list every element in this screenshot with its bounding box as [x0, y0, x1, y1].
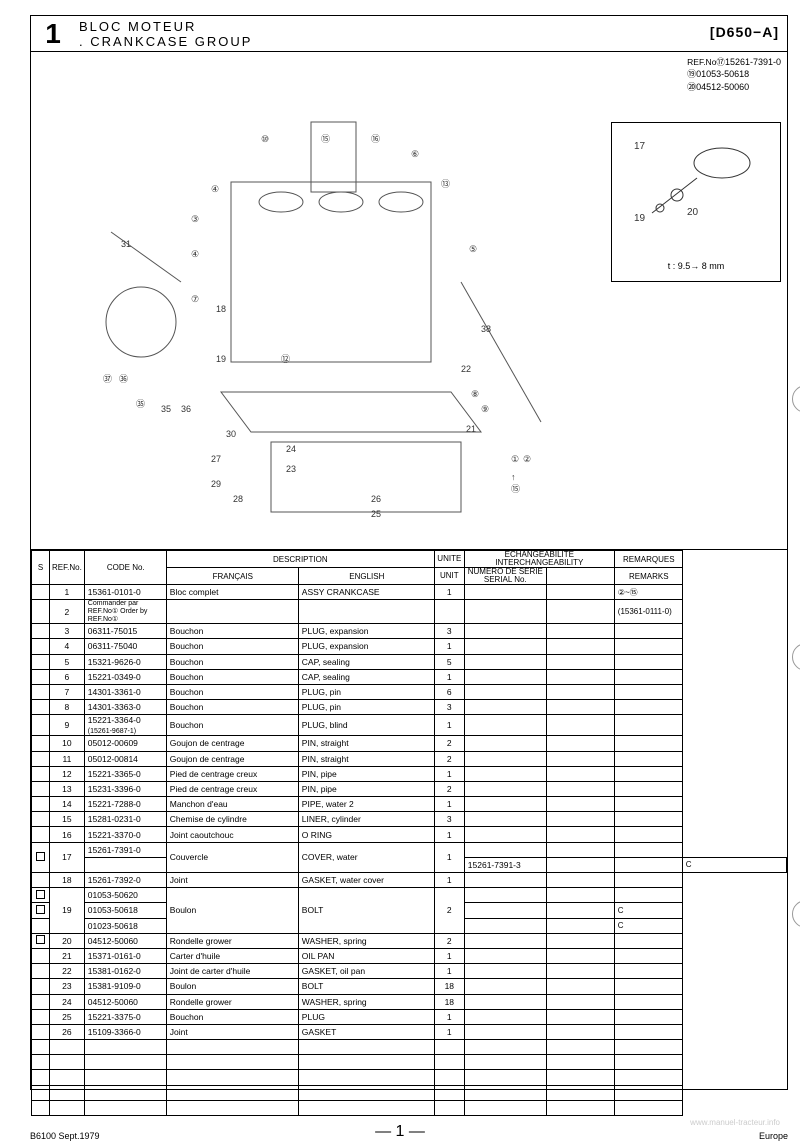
- svg-text:23: 23: [286, 464, 296, 474]
- svg-text:30: 30: [226, 429, 236, 439]
- ref-l3: ⑳04512-50060: [687, 82, 749, 92]
- svg-text:⑤: ⑤: [469, 244, 477, 254]
- detail-inset: 17 19 20 t : 9.5→ 8 mm: [611, 122, 781, 282]
- th-fr: FRANÇAIS: [166, 568, 298, 585]
- table-row: 1901053-50620BoulonBOLT2: [32, 888, 787, 903]
- svg-text:④: ④: [211, 184, 219, 194]
- callout-20: 20: [687, 207, 699, 218]
- callout-19: 19: [634, 213, 646, 224]
- table-row: 2215381-0162-0Joint de carter d'huileGAS…: [32, 964, 787, 979]
- table-row: 1315231-3396-0Pied de centrage creuxPIN,…: [32, 781, 787, 796]
- svg-text:38: 38: [481, 324, 491, 334]
- title-fr: BLOC MOTEUR: [79, 19, 710, 34]
- page-header: 1 BLOC MOTEUR . CRANKCASE GROUP [D650−A]: [31, 16, 787, 52]
- table-row: 115361-0101-0Bloc completASSY CRANKCASE1…: [32, 585, 787, 600]
- th-rem-top: REMARQUES: [614, 551, 682, 568]
- svg-text:35: 35: [161, 404, 171, 414]
- table-row: 2115371-0161-0Carter d'huileOIL PAN1: [32, 948, 787, 963]
- th-ech: ECHANGEABILITEINTERCHANGEABILITY: [464, 551, 614, 568]
- table-row: 1215221-3365-0Pied de centrage creuxPIN,…: [32, 766, 787, 781]
- svg-text:⑧: ⑧: [471, 389, 479, 399]
- svg-text:25: 25: [371, 509, 381, 519]
- svg-text:22: 22: [461, 364, 471, 374]
- callout-17: 17: [634, 141, 646, 152]
- svg-text:36: 36: [181, 404, 191, 414]
- watermark: www.manuel-tracteur.info: [690, 1118, 780, 1127]
- engine-diagram: ⑩ ⑮ ⑯ ⑥ ⑬ ④ ③ ④ ⑤ 31 ⑦ 18 38 ㊲㊱ 22 ㉟ 35 36 ⑧⑨ 21 30…: [61, 82, 581, 522]
- svg-text:③: ③: [191, 214, 199, 224]
- svg-text:24: 24: [286, 444, 296, 454]
- title-en: . CRANKCASE GROUP: [79, 34, 710, 49]
- svg-text:㊲: ㊲: [103, 374, 112, 384]
- table-row: 2404512-50060Rondelle growerWASHER, spri…: [32, 994, 787, 1009]
- svg-text:18: 18: [216, 304, 226, 314]
- table-row: 406311-75040BouchonPLUG, expansion1: [32, 639, 787, 654]
- ref-l1: 15261-7391-0: [725, 57, 781, 67]
- svg-text:⑩: ⑩: [261, 134, 269, 144]
- svg-text:28: 28: [233, 494, 243, 504]
- svg-text:↑: ↑: [511, 472, 516, 482]
- parts-table: S REF.No. CODE No. DESCRIPTION UNITE ECH…: [31, 550, 787, 1116]
- ref-number-box: REF.No⑰15261-7391-0 ⑲01053-50618 ⑳04512-…: [687, 56, 781, 93]
- th-unit-bot: UNIT: [434, 568, 464, 585]
- svg-text:⑥: ⑥: [411, 149, 419, 159]
- ref-label: REF.No⑰: [687, 57, 725, 67]
- table-row: 2615109-3366-0JointGASKET1: [32, 1024, 787, 1039]
- table-row: 2315381-9109-0BoulonBOLT18: [32, 979, 787, 994]
- svg-text:⑮: ⑮: [321, 134, 330, 144]
- table-row: 915221-3364-0(15261-9687-1)BouchonPLUG, …: [32, 715, 787, 736]
- svg-text:⑦: ⑦: [191, 294, 199, 304]
- svg-text:21: 21: [466, 424, 476, 434]
- th-desc: DESCRIPTION: [166, 551, 434, 568]
- svg-text:27: 27: [211, 454, 221, 464]
- svg-text:①: ①: [511, 454, 519, 464]
- th-en: ENGLISH: [298, 568, 434, 585]
- th-s: S: [32, 551, 50, 585]
- table-row: 714301-3361-0BouchonPLUG, pin6: [32, 684, 787, 699]
- table-row: 2004512-50060Rondelle growerWASHER, spri…: [32, 933, 787, 948]
- exploded-diagram-area: ⑩ ⑮ ⑯ ⑥ ⑬ ④ ③ ④ ⑤ 31 ⑦ 18 38 ㊲㊱ 22 ㉟ 35 36 ⑧⑨ 21 30…: [31, 52, 787, 550]
- table-row: 1415221-7288-0Manchon d'eauPIPE, water 2…: [32, 797, 787, 812]
- table-row: 1615221-3370-0Joint caoutchoucO RING1: [32, 827, 787, 842]
- table-row: 1715261-7391-0CouvercleCOVER, water1: [32, 842, 787, 857]
- model-code: [D650−A]: [710, 16, 787, 51]
- table-row: 515321-9626-0BouchonCAP, sealing5: [32, 654, 787, 669]
- table-row: 1815261-7392-0JointGASKET, water cover1: [32, 873, 787, 888]
- table-row: 814301-3363-0BouchonPLUG, pin3: [32, 700, 787, 715]
- th-code: CODE No.: [84, 551, 166, 585]
- table-row: 1515281-0231-0Chemise de cylindreLINER, …: [32, 812, 787, 827]
- svg-text:⑫: ⑫: [281, 354, 290, 364]
- table-row: 615221-0349-0BouchonCAP, sealing1: [32, 669, 787, 684]
- svg-text:26: 26: [371, 494, 381, 504]
- svg-text:⑬: ⑬: [441, 179, 450, 189]
- svg-text:⑮: ⑮: [511, 484, 520, 494]
- th-rem-bot: REMARKS: [614, 568, 682, 585]
- th-unit-top: UNITE: [434, 551, 464, 568]
- th-ref: REF.No.: [50, 551, 85, 585]
- thickness-note: t : 9.5→ 8 mm: [612, 261, 780, 271]
- section-number: 1: [31, 16, 75, 51]
- svg-text:31: 31: [121, 239, 131, 249]
- svg-text:29: 29: [211, 479, 221, 489]
- section-titles: BLOC MOTEUR . CRANKCASE GROUP: [75, 16, 710, 51]
- th-ser: NUMERO DE SERIESERIAL No.: [464, 568, 546, 585]
- svg-text:④: ④: [191, 249, 199, 259]
- table-row: 306311-75015BouchonPLUG, expansion3: [32, 624, 787, 639]
- table-row: 2Commander par REF.No① Order by REF.No①(…: [32, 600, 787, 624]
- table-row: 2515221-3375-0BouchonPLUG1: [32, 1009, 787, 1024]
- svg-text:⑨: ⑨: [481, 404, 489, 414]
- table-row: 1105012-00814Goujon de centragePIN, stra…: [32, 751, 787, 766]
- svg-text:19: 19: [216, 354, 226, 364]
- page-number: — 1 —: [0, 1123, 800, 1141]
- table-row: 1005012-00609Goujon de centragePIN, stra…: [32, 736, 787, 751]
- svg-text:②: ②: [523, 454, 531, 464]
- ref-l2: ⑲01053-50618: [687, 69, 749, 79]
- svg-text:㊱: ㊱: [119, 374, 128, 384]
- svg-text:⑯: ⑯: [371, 134, 380, 144]
- svg-text:㉟: ㉟: [136, 399, 145, 409]
